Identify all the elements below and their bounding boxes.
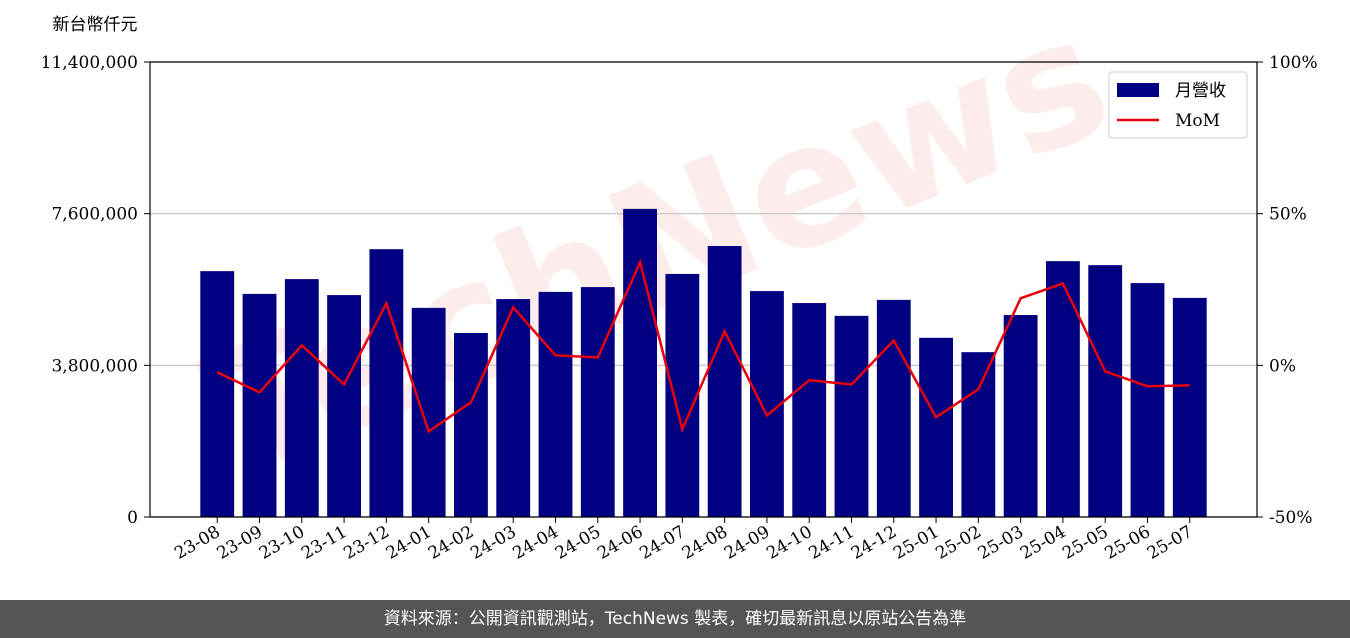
line xyxy=(216,258,1190,434)
legend-label: 月營收 xyxy=(1175,81,1226,101)
x-tick-label: 24-08 xyxy=(679,522,731,564)
bar xyxy=(369,249,404,517)
bar xyxy=(1172,297,1207,517)
y2-tick-label: -50% xyxy=(1269,508,1313,528)
x-tick-label: 25-06 xyxy=(1102,522,1154,564)
x-tick-label: 24-11 xyxy=(806,522,858,564)
plot-frame xyxy=(149,61,1258,518)
chart: 新台幣仟元 TechNews 03,800,0007,600,00011,400… xyxy=(41,0,1318,564)
bar xyxy=(1046,261,1080,517)
bar xyxy=(1088,265,1123,517)
x-tick-label: 24-02 xyxy=(425,522,477,564)
x-tick-label: 23-09 xyxy=(214,522,266,564)
x-tick-label: 24-06 xyxy=(594,522,646,564)
x-tick-label: 25-03 xyxy=(975,522,1027,564)
x-tick-label: 24-07 xyxy=(636,522,688,564)
x-tick-label: 23-11 xyxy=(298,522,350,564)
y-tick-label: 11,400,000 xyxy=(41,53,138,73)
x-tick-label: 23-12 xyxy=(340,522,392,564)
bar xyxy=(538,291,573,517)
x-tick-label: 25-07 xyxy=(1144,522,1196,564)
bar xyxy=(1003,315,1038,517)
bar xyxy=(876,299,911,517)
bar xyxy=(1130,283,1165,517)
bar xyxy=(284,279,319,517)
legend: 月營收 MoM xyxy=(1108,71,1248,139)
bar xyxy=(454,333,488,517)
legend-swatch xyxy=(1117,83,1159,97)
x-tick-label: 24-04 xyxy=(510,522,562,564)
bar xyxy=(327,295,361,517)
bar xyxy=(242,293,277,517)
x-tick-label: 24-12 xyxy=(848,522,900,564)
x-tick-label: 24-10 xyxy=(763,522,815,564)
bar xyxy=(580,287,615,517)
x-tick-label: 25-01 xyxy=(890,522,942,564)
bar xyxy=(623,208,657,517)
y-tick-label: 7,600,000 xyxy=(51,205,138,225)
y2-tick-label: 0% xyxy=(1269,356,1296,376)
x-tick-label: 23-08 xyxy=(171,522,223,564)
y2-tick-label: 50% xyxy=(1269,205,1307,225)
bar xyxy=(961,352,996,517)
x-tick-label: 24-03 xyxy=(467,522,519,564)
x-tick-label: 24-05 xyxy=(552,522,604,564)
x-tick-label: 25-05 xyxy=(1059,522,1111,564)
y2-tick-label: 100% xyxy=(1269,53,1318,73)
bar xyxy=(750,291,784,517)
bar xyxy=(834,315,869,517)
x-tick-label: 25-02 xyxy=(932,522,984,564)
x-tick-label: 24-09 xyxy=(721,522,773,564)
y-tick-label: 3,800,000 xyxy=(51,356,138,376)
bar xyxy=(919,337,953,517)
bar xyxy=(665,273,700,517)
x-tick-label: 24-01 xyxy=(383,522,435,564)
x-tick-label: 23-10 xyxy=(256,522,308,564)
y-axis-label: 新台幣仟元 xyxy=(53,15,138,35)
bar xyxy=(411,307,446,517)
bar xyxy=(792,303,827,517)
bar xyxy=(707,245,742,518)
footer: 資料來源：公開資訊觀測站，TechNews 製表，確切最新訊息以原站公告為準 xyxy=(0,600,1350,638)
bar xyxy=(200,271,235,517)
x-tick-label: 25-04 xyxy=(1017,522,1069,564)
y-tick-label: 0 xyxy=(127,508,138,528)
legend-label: MoM xyxy=(1175,111,1220,131)
